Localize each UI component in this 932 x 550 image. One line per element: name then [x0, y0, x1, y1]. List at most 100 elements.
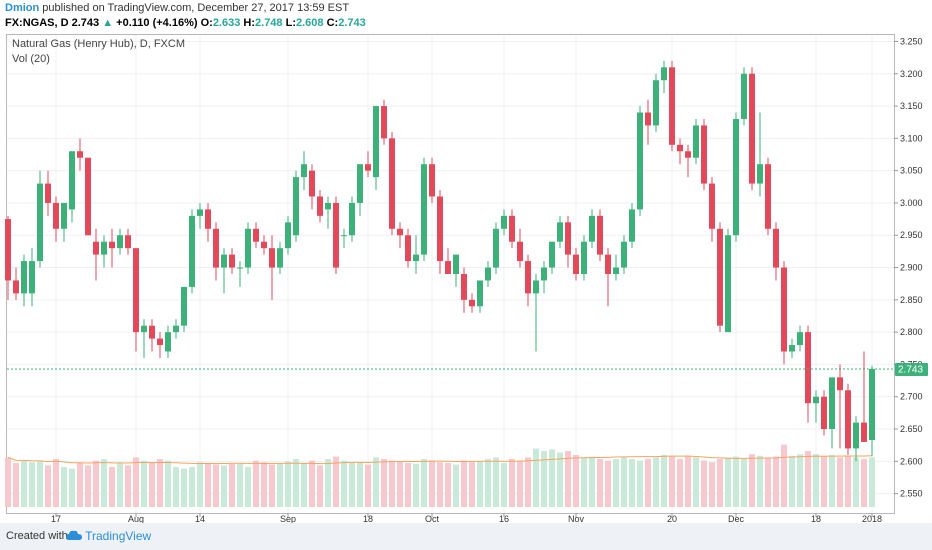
candle[interactable]: [165, 325, 171, 358]
candle[interactable]: [5, 215, 11, 300]
candle[interactable]: [741, 67, 747, 126]
candle[interactable]: [677, 138, 683, 165]
candle[interactable]: [245, 222, 251, 274]
candle[interactable]: [629, 202, 635, 249]
candle[interactable]: [437, 190, 443, 274]
candle[interactable]: [733, 112, 739, 242]
candle[interactable]: [749, 67, 755, 191]
candle[interactable]: [365, 151, 371, 178]
candle[interactable]: [277, 241, 283, 274]
candle[interactable]: [413, 235, 419, 274]
candle[interactable]: [621, 235, 627, 274]
candle[interactable]: [773, 222, 779, 281]
candle[interactable]: [341, 228, 347, 249]
candle[interactable]: [829, 377, 835, 449]
candle[interactable]: [493, 222, 499, 274]
candle[interactable]: [373, 106, 379, 191]
candle[interactable]: [549, 241, 555, 274]
candle[interactable]: [805, 325, 811, 423]
candle[interactable]: [701, 118, 707, 191]
candle[interactable]: [157, 332, 163, 358]
candle[interactable]: [253, 222, 259, 249]
candle[interactable]: [813, 390, 819, 423]
candle[interactable]: [693, 118, 699, 165]
candle[interactable]: [397, 222, 403, 249]
candle[interactable]: [285, 215, 291, 255]
candle[interactable]: [509, 209, 515, 249]
candle[interactable]: [405, 228, 411, 268]
candle[interactable]: [37, 170, 43, 268]
candle[interactable]: [725, 228, 731, 333]
tradingview-logo[interactable]: TradingView: [66, 529, 151, 543]
candle[interactable]: [301, 151, 307, 191]
candle[interactable]: [205, 202, 211, 242]
candle[interactable]: [117, 228, 123, 255]
candle[interactable]: [325, 196, 331, 229]
candle[interactable]: [173, 319, 179, 339]
candle[interactable]: [869, 365, 875, 457]
candle[interactable]: [133, 248, 139, 352]
candle[interactable]: [613, 254, 619, 281]
candle[interactable]: [645, 99, 651, 145]
candle[interactable]: [669, 60, 675, 152]
candle[interactable]: [781, 261, 787, 365]
candle[interactable]: [717, 222, 723, 333]
candle[interactable]: [821, 390, 827, 436]
candle[interactable]: [69, 151, 75, 223]
candle[interactable]: [53, 196, 59, 242]
candle[interactable]: [853, 416, 859, 462]
candle[interactable]: [229, 248, 235, 274]
candle[interactable]: [389, 131, 395, 236]
candle[interactable]: [445, 248, 451, 274]
candle[interactable]: [93, 228, 99, 281]
candle[interactable]: [589, 209, 595, 249]
candle[interactable]: [477, 280, 483, 313]
candle[interactable]: [101, 235, 107, 268]
candle[interactable]: [149, 319, 155, 352]
candle[interactable]: [797, 325, 803, 352]
candle[interactable]: [661, 60, 667, 94]
candle[interactable]: [21, 254, 27, 307]
author-link[interactable]: Dmion: [5, 2, 40, 14]
candle[interactable]: [429, 157, 435, 203]
candle[interactable]: [525, 254, 531, 307]
candle[interactable]: [421, 157, 427, 262]
candle[interactable]: [125, 228, 131, 255]
candle[interactable]: [349, 196, 355, 242]
candle[interactable]: [453, 254, 459, 287]
candle[interactable]: [141, 319, 147, 358]
candle[interactable]: [13, 267, 19, 300]
candle[interactable]: [765, 157, 771, 236]
candle[interactable]: [29, 248, 35, 307]
candle[interactable]: [533, 274, 539, 352]
candle[interactable]: [757, 112, 763, 197]
candle[interactable]: [221, 248, 227, 294]
candle[interactable]: [61, 202, 67, 242]
candle[interactable]: [45, 170, 51, 216]
candle[interactable]: [293, 170, 299, 242]
candle[interactable]: [237, 261, 243, 287]
candle[interactable]: [557, 215, 563, 249]
candle[interactable]: [685, 144, 691, 178]
candle[interactable]: [653, 73, 659, 132]
candle[interactable]: [109, 228, 115, 268]
candle[interactable]: [469, 293, 475, 313]
candle[interactable]: [845, 383, 851, 455]
candle[interactable]: [85, 157, 91, 236]
candle[interactable]: [213, 222, 219, 281]
candle[interactable]: [789, 338, 795, 358]
candle[interactable]: [565, 215, 571, 268]
candle[interactable]: [581, 235, 587, 281]
candle[interactable]: [517, 228, 523, 268]
candle[interactable]: [637, 106, 643, 216]
candle[interactable]: [709, 177, 715, 242]
candle[interactable]: [381, 99, 387, 145]
candle[interactable]: [333, 196, 339, 274]
candle[interactable]: [461, 267, 467, 313]
candle[interactable]: [357, 164, 363, 216]
candle[interactable]: [573, 248, 579, 281]
candle[interactable]: [501, 209, 507, 236]
candle[interactable]: [309, 164, 315, 210]
candle[interactable]: [261, 235, 267, 255]
